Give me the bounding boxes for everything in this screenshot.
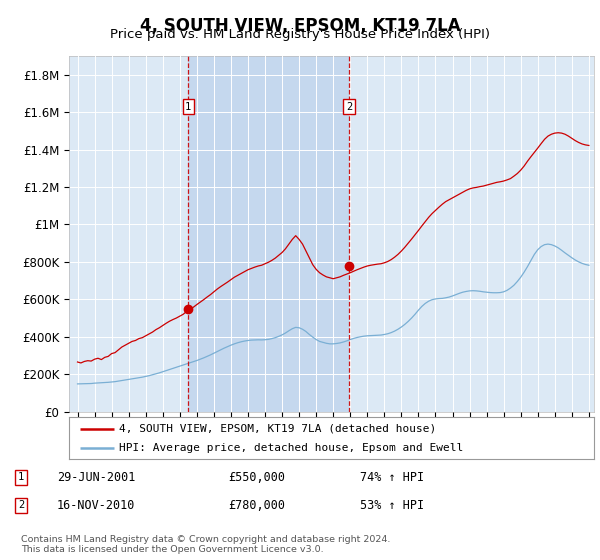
Text: 2: 2 [346, 101, 352, 111]
Text: 53% ↑ HPI: 53% ↑ HPI [360, 498, 424, 512]
Text: £780,000: £780,000 [228, 498, 285, 512]
Text: 29-JUN-2001: 29-JUN-2001 [57, 470, 136, 484]
Text: 4, SOUTH VIEW, EPSOM, KT19 7LA (detached house): 4, SOUTH VIEW, EPSOM, KT19 7LA (detached… [119, 423, 436, 433]
Text: 2: 2 [18, 500, 24, 510]
Text: 1: 1 [185, 101, 191, 111]
Bar [188, 56, 349, 412]
Text: 4, SOUTH VIEW, EPSOM, KT19 7LA: 4, SOUTH VIEW, EPSOM, KT19 7LA [140, 17, 460, 35]
Text: £550,000: £550,000 [228, 470, 285, 484]
Text: 16-NOV-2010: 16-NOV-2010 [57, 498, 136, 512]
Text: HPI: Average price, detached house, Epsom and Ewell: HPI: Average price, detached house, Epso… [119, 443, 463, 453]
Text: Price paid vs. HM Land Registry's House Price Index (HPI): Price paid vs. HM Land Registry's House … [110, 28, 490, 41]
Text: 1: 1 [18, 472, 24, 482]
Text: Contains HM Land Registry data © Crown copyright and database right 2024.
This d: Contains HM Land Registry data © Crown c… [21, 535, 391, 554]
Text: 74% ↑ HPI: 74% ↑ HPI [360, 470, 424, 484]
